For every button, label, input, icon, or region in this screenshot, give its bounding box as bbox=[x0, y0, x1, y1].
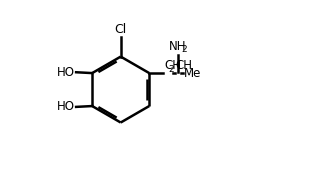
Text: 2: 2 bbox=[169, 65, 175, 74]
Text: 2: 2 bbox=[182, 45, 188, 54]
Text: CH: CH bbox=[164, 59, 181, 72]
Text: NH: NH bbox=[169, 40, 187, 53]
Text: HO: HO bbox=[57, 66, 75, 79]
Text: Me: Me bbox=[183, 67, 201, 80]
Text: CH: CH bbox=[176, 59, 193, 72]
Text: HO: HO bbox=[57, 100, 75, 113]
Text: Cl: Cl bbox=[115, 23, 127, 36]
